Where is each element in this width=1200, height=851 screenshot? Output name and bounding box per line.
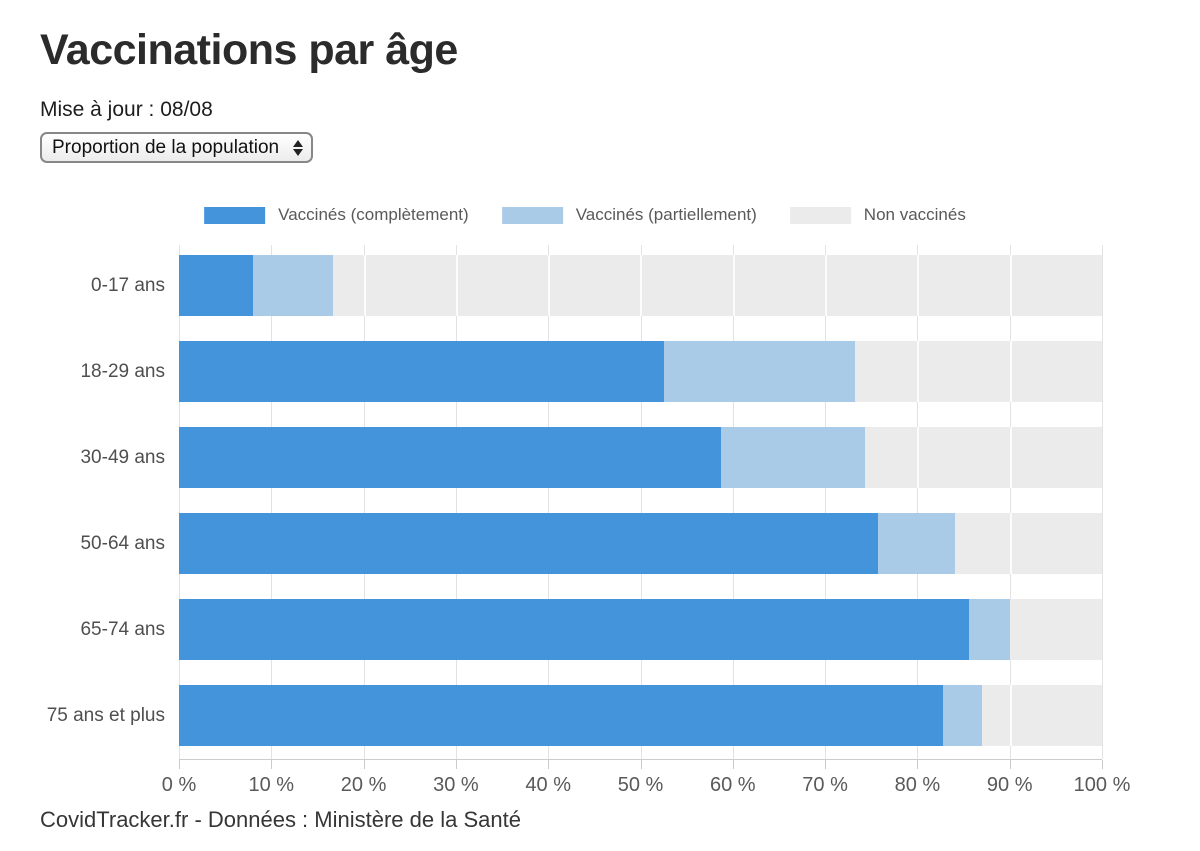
x-axis-tick-label: 50 % [617,774,664,796]
select-arrows-icon [293,139,304,156]
bar-segment-not-vaccinated[interactable] [1009,599,1102,660]
x-axis-tick [640,760,642,769]
x-axis-tick-label: 80 % [894,774,941,796]
bar-segment-fully-vaccinated[interactable] [179,599,970,660]
bar-segment-partially-vaccinated[interactable] [720,427,865,488]
legend-swatch-icon [501,206,563,224]
gridline-overlay [640,255,643,316]
metric-select-value: Proportion de la population [52,136,280,158]
bar-segment-partially-vaccinated[interactable] [877,513,956,574]
gridline-overlay [363,255,366,316]
bar-segment-not-vaccinated[interactable] [955,513,1102,574]
last-updated-text: Mise à jour : 08/08 [40,98,213,121]
x-axis-tick [363,760,365,769]
metric-select[interactable]: Proportion de la population [40,132,314,163]
legend-label: Vaccinés (partiellement) [575,205,757,224]
gridline [825,245,827,759]
x-axis-tick [271,760,273,769]
x-axis-tick-label: 30 % [433,774,479,796]
x-axis-tick [455,760,457,769]
x-axis-tick [1009,760,1011,769]
legend-swatch-icon [789,206,851,224]
x-axis-tick [825,760,827,769]
legend-label: Non vaccinés [863,205,966,224]
y-axis-labels: 0-17 ans 18-29 ans 30-49 ans 50-64 ans 65-74… [0,245,165,760]
bar-segment-fully-vaccinated[interactable] [179,513,878,574]
bar-row [179,513,1102,574]
category-label: 65-74 ans [80,619,165,640]
gridline [917,245,919,759]
x-axis-tick-label: 70 % [802,774,848,796]
gridline [455,245,457,759]
x-axis-tick-label: 20 % [340,774,387,796]
x-axis-tick [548,760,550,769]
gridline-overlay [1009,685,1012,746]
category-label: 75 ans et plus [46,705,165,726]
x-axis-tick [732,760,734,769]
gridline-overlay [917,427,920,488]
bar-segment-fully-vaccinated[interactable] [179,255,253,316]
bar-segment-partially-vaccinated[interactable] [943,685,982,746]
gridline-overlay [1009,255,1012,316]
category-label: 50-64 ans [80,533,165,554]
bar-segment-fully-vaccinated[interactable] [179,427,721,488]
bar-row [179,599,1102,660]
legend-swatch-icon [204,206,266,224]
bar-row [179,255,1102,316]
gridline [732,245,734,759]
gridline [179,245,180,759]
x-axis-tick [1102,760,1103,769]
legend-item-2[interactable]: Non vaccinés [789,205,966,225]
bar-segment-partially-vaccinated[interactable] [252,255,334,316]
gridline-overlay [1009,427,1012,488]
gridline-overlay [1009,513,1012,574]
chart-legend: Vaccinés (complètement) Vaccinés (partiel… [204,205,966,225]
legend-item-1[interactable]: Vaccinés (partiellement) [501,205,757,225]
x-axis-tick-label: 100 % [1073,774,1131,796]
x-axis-tick [917,760,919,769]
x-axis-tick-label: 0 % [161,774,197,796]
x-axis-tick-label: 10 % [248,774,295,796]
bar-segment-not-vaccinated[interactable] [982,685,1102,746]
bar-segment-partially-vaccinated[interactable] [663,341,855,402]
bar-segment-not-vaccinated[interactable] [864,427,1102,488]
x-axis-tick-label: 40 % [525,774,571,796]
legend-item-0[interactable]: Vaccinés (complètement) [204,205,469,225]
credit-text: CovidTracker.fr - Données : Ministère de… [40,807,521,832]
bar-segment-fully-vaccinated[interactable] [179,685,944,746]
gridline-overlay [825,255,828,316]
bar-row [179,341,1102,402]
gridline [548,245,550,759]
bar-segment-not-vaccinated[interactable] [854,341,1102,402]
x-axis-tick-label: 60 % [710,774,756,796]
gridline-overlay [732,255,735,316]
bar-row [179,685,1102,746]
gridline [1009,245,1011,759]
gridline-overlay [455,255,458,316]
plot-area: 0 % 10 % 20 % 30 % 40 % 50 % 60 % 70 % 80 % 90 % 1… [162,245,1130,796]
gridline [1102,245,1103,759]
category-label: 0-17 ans [91,275,165,296]
legend-label: Vaccinés (complètement) [278,205,469,224]
gridline-overlay [1009,341,1012,402]
category-label: 18-29 ans [80,361,165,382]
gridline-overlay [917,341,920,402]
bar-segment-partially-vaccinated[interactable] [969,599,1010,660]
gridline [271,245,273,759]
x-axis-tick-label: 90 % [986,774,1033,796]
category-label: 30-49 ans [80,447,165,468]
x-axis-tick [179,760,180,769]
bar-segment-fully-vaccinated[interactable] [179,341,664,402]
gridline [640,245,642,759]
page-title: Vaccinations par âge [40,26,458,74]
bar-row [179,427,1102,488]
bar-segment-not-vaccinated[interactable] [333,255,1102,316]
gridline-overlay [917,255,920,316]
gridline-overlay [548,255,551,316]
gridline [363,245,365,759]
